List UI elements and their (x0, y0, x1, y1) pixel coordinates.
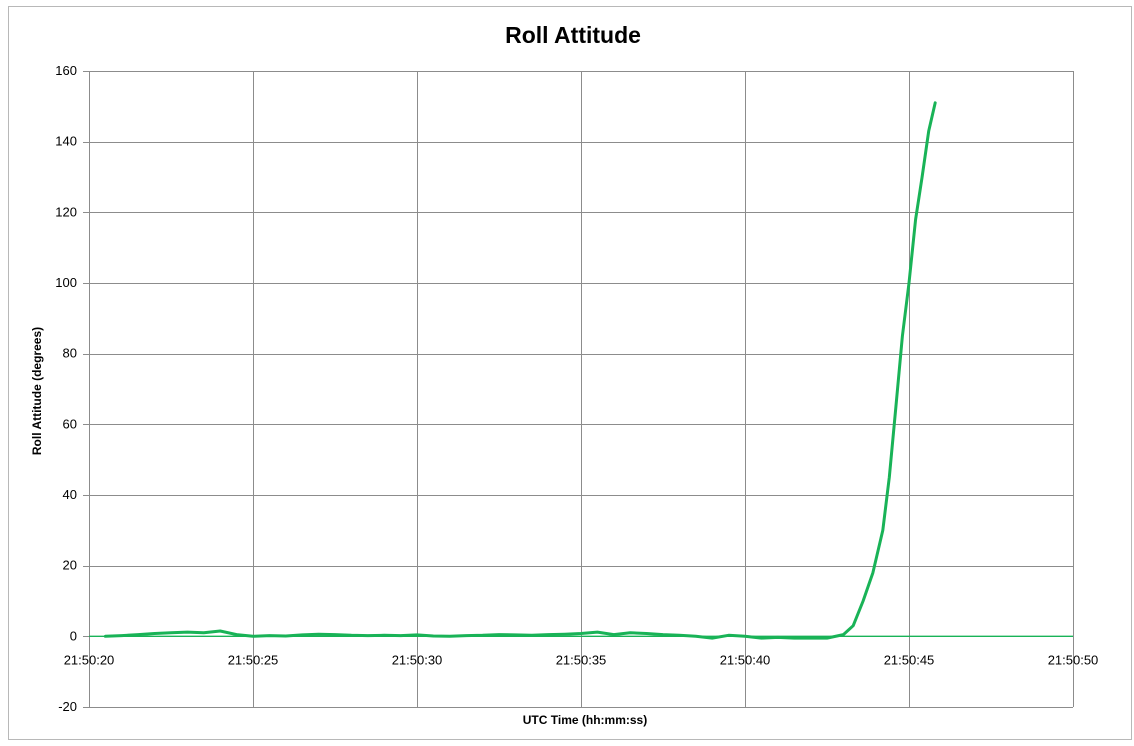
y-axis-ticks: -20 0 20 40 60 80 100 120 140 160 (55, 63, 77, 714)
y-tick-label: -20 (58, 699, 77, 714)
x-tick-label: 21:50:50 (1048, 652, 1099, 667)
y-tick-label: 100 (55, 275, 77, 290)
x-tick-label: 21:50:45 (884, 652, 935, 667)
chart-title: Roll Attitude (505, 22, 641, 48)
series-line (103, 101, 937, 640)
y-axis-title: Roll Attitude (degrees) (30, 327, 44, 455)
x-tick-label: 21:50:30 (392, 652, 443, 667)
series-layer (103, 101, 937, 640)
y-tick-label: 40 (63, 487, 77, 502)
x-tick-label: 21:50:35 (556, 652, 607, 667)
x-axis-title: UTC Time (hh:mm:ss) (523, 713, 647, 727)
y-tick-label: 160 (55, 63, 77, 78)
y-tick-label: 80 (63, 346, 77, 361)
roll-attitude-chart: Roll Attitude -20 0 20 40 60 80 100 120 140 160 2… (30, 22, 1099, 727)
x-axis-ticks: 21:50:20 21:50:25 21:50:30 21:50:35 21:50:40… (64, 652, 1099, 667)
x-tick-label: 21:50:25 (228, 652, 279, 667)
y-tick-label: 60 (63, 416, 77, 431)
y-tick-label: 120 (55, 204, 77, 219)
y-tick-label: 20 (63, 558, 77, 573)
x-tick-label: 21:50:20 (64, 652, 115, 667)
y-tick-label: 140 (55, 134, 77, 149)
x-tick-label: 21:50:40 (720, 652, 771, 667)
chart-frame: Roll Attitude -20 0 20 40 60 80 100 120 140 160 2… (8, 6, 1132, 740)
y-tick-label: 0 (70, 628, 77, 643)
grid (83, 71, 1074, 708)
